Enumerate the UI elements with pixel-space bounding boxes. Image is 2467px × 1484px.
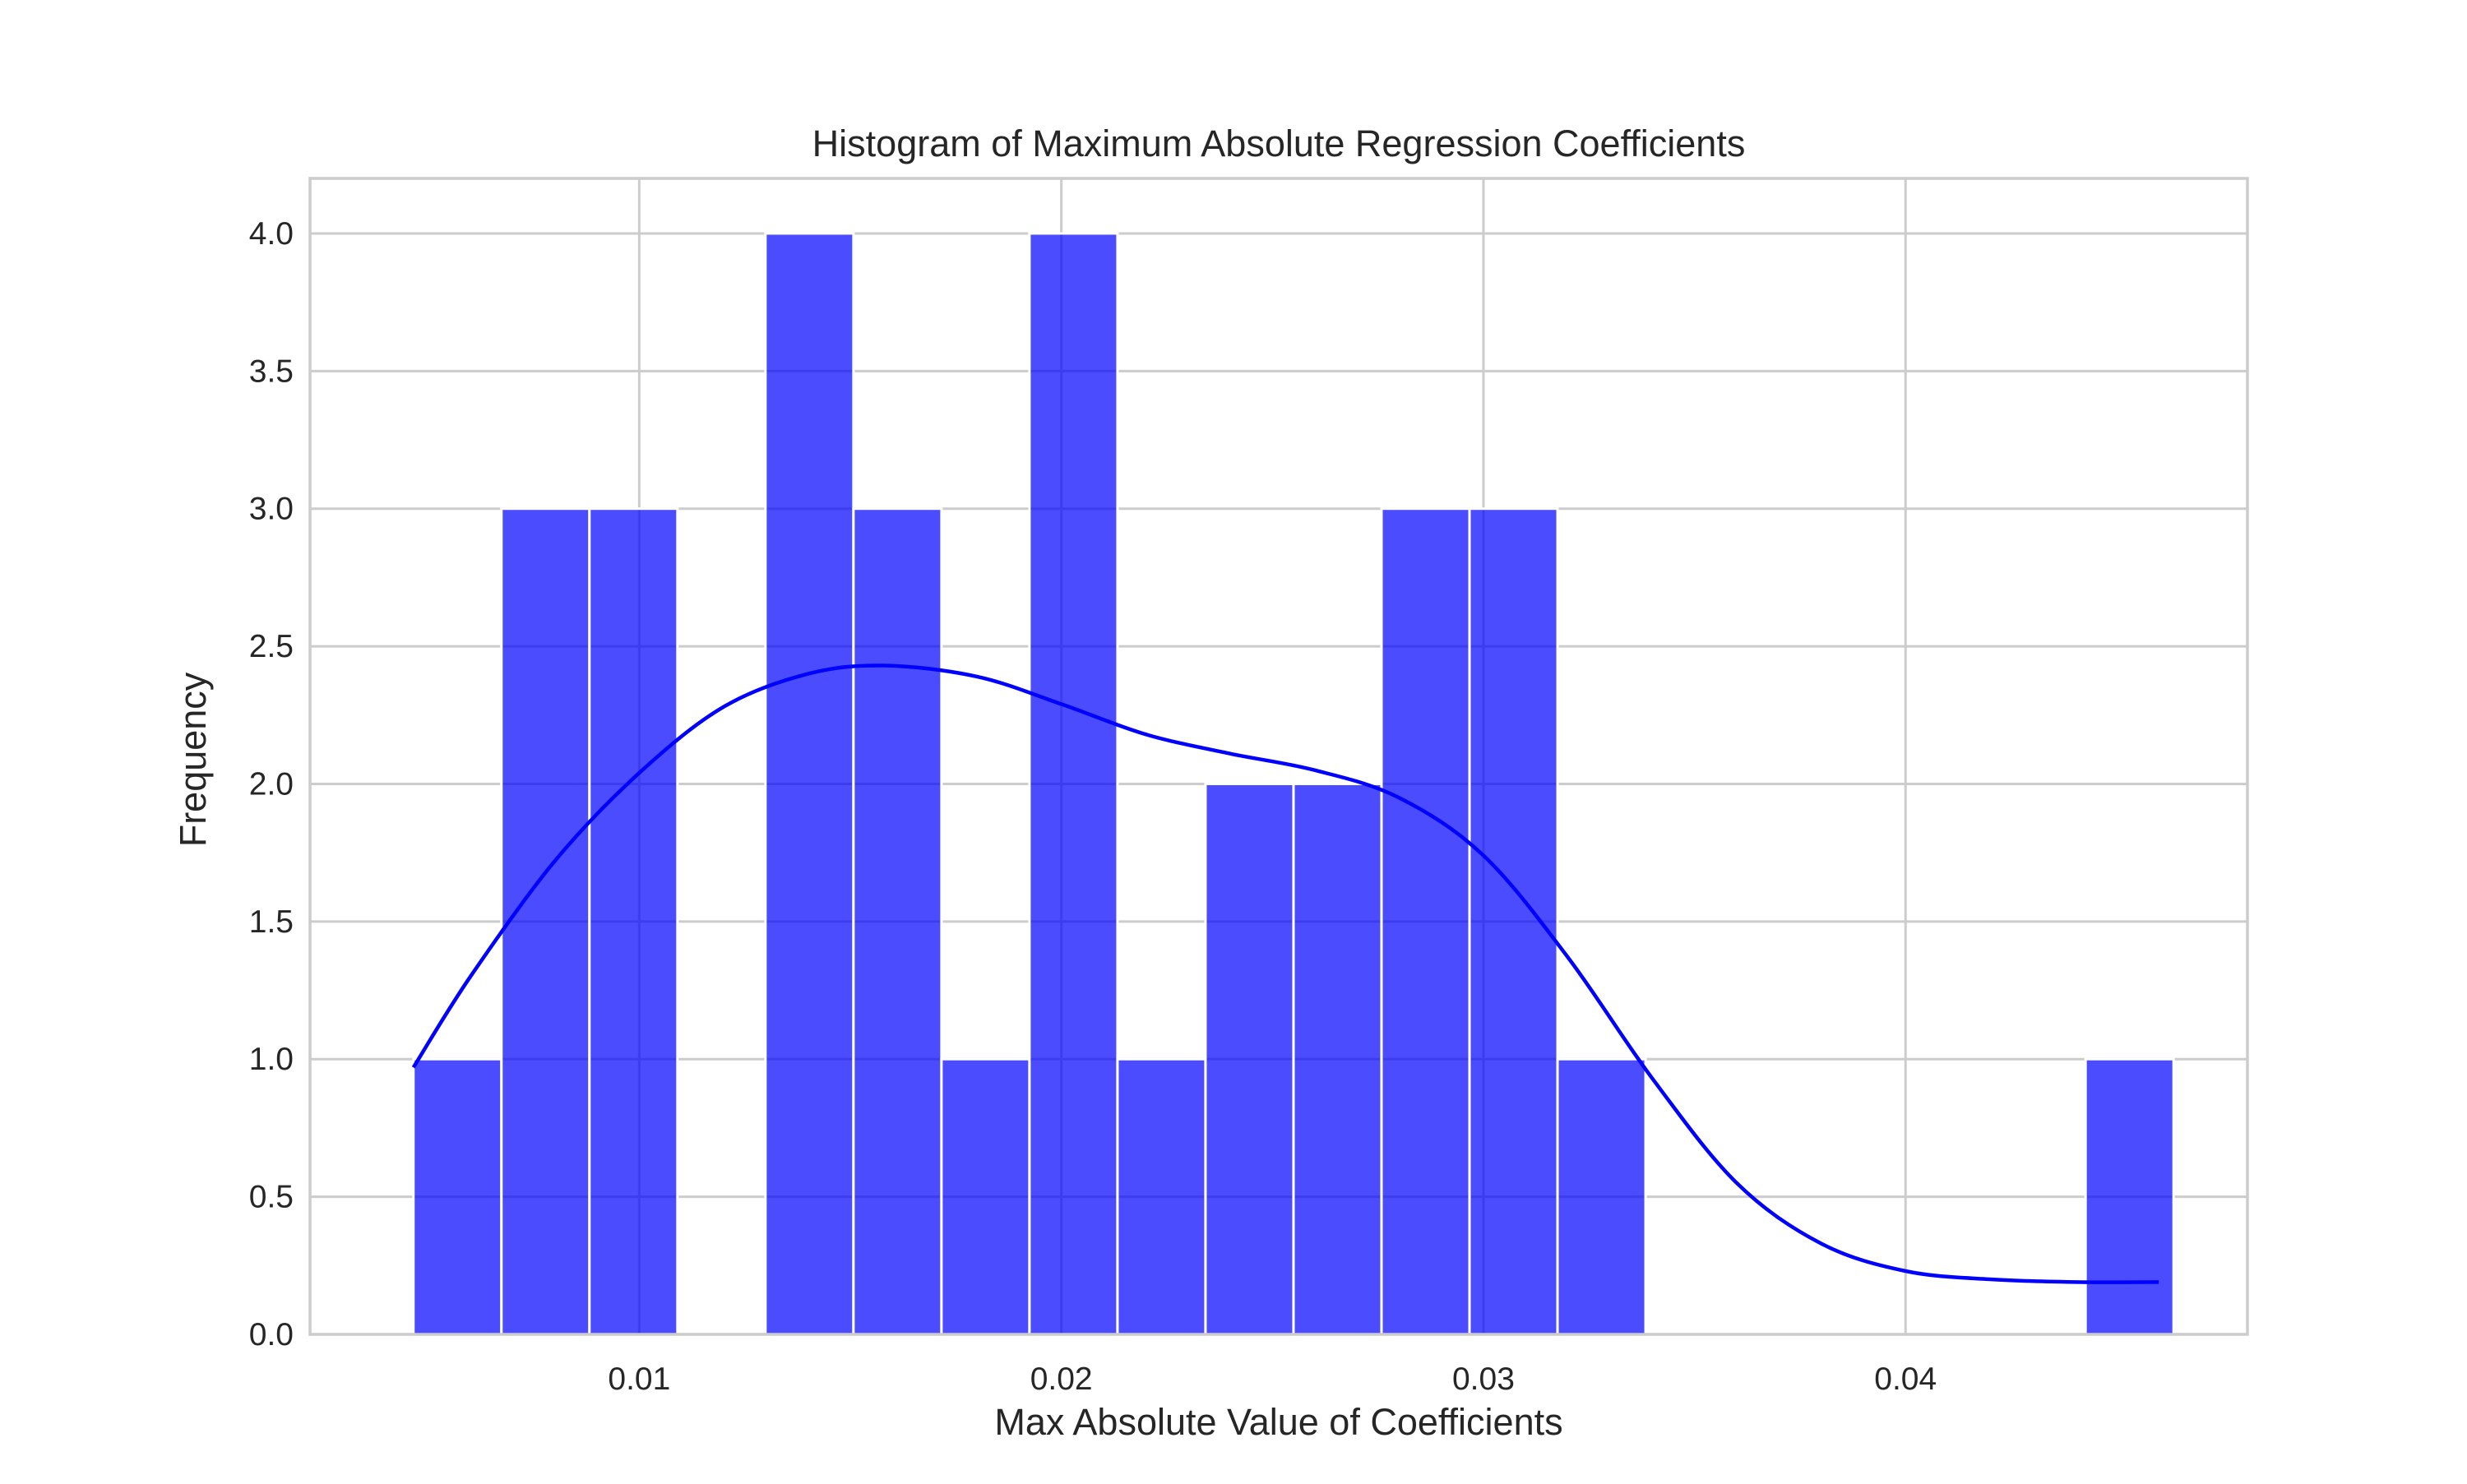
y-tick-label: 2.0 [249,766,294,802]
histogram-bar [1468,507,1559,1336]
y-tick-label: 0.5 [249,1180,294,1215]
y-tick-label: 1.0 [249,1042,294,1077]
histogram-bar [940,1057,1031,1336]
y-tick-label: 3.0 [249,492,294,527]
y-axis-label: Frequency [172,672,214,847]
histogram-bar [2084,1057,2175,1336]
histogram-bar [764,232,855,1336]
x-tick-label: 0.03 [1452,1361,1515,1397]
y-tick-label: 2.5 [249,629,294,664]
tick-labels: 0.0 0.5 1.0 1.5 2.0 2.5 3.0 3.5 4.0 0.01 0.02 0.03 0… [249,216,1937,1397]
histogram-bar [1380,507,1471,1336]
x-tick-label: 0.02 [1030,1361,1093,1397]
histogram-bar [1556,1057,1647,1336]
histogram-bar [1204,782,1295,1336]
histogram-bar [412,1057,503,1336]
plot-area-frame [308,177,2249,1336]
y-tick-label: 1.5 [249,904,294,940]
histogram-bar [500,507,591,1336]
x-tick-label: 0.04 [1874,1361,1937,1397]
histogram-bar [588,507,679,1336]
bars-layer [412,232,2175,1336]
y-tick-label: 0.0 [249,1317,294,1352]
y-tick-label: 3.5 [249,354,294,389]
histogram-bar [1028,232,1119,1336]
chart-title: Histogram of Maximum Absolute Regression… [812,123,1746,164]
x-axis-label: Max Absolute Value of Coefficients [994,1401,1562,1443]
kde-curve [411,663,2159,1284]
histogram-bar [1116,1057,1207,1336]
histogram-bar [1292,782,1383,1336]
histogram-bar [852,507,943,1336]
y-tick-label: 4.0 [249,216,294,252]
x-tick-label: 0.01 [608,1361,670,1397]
